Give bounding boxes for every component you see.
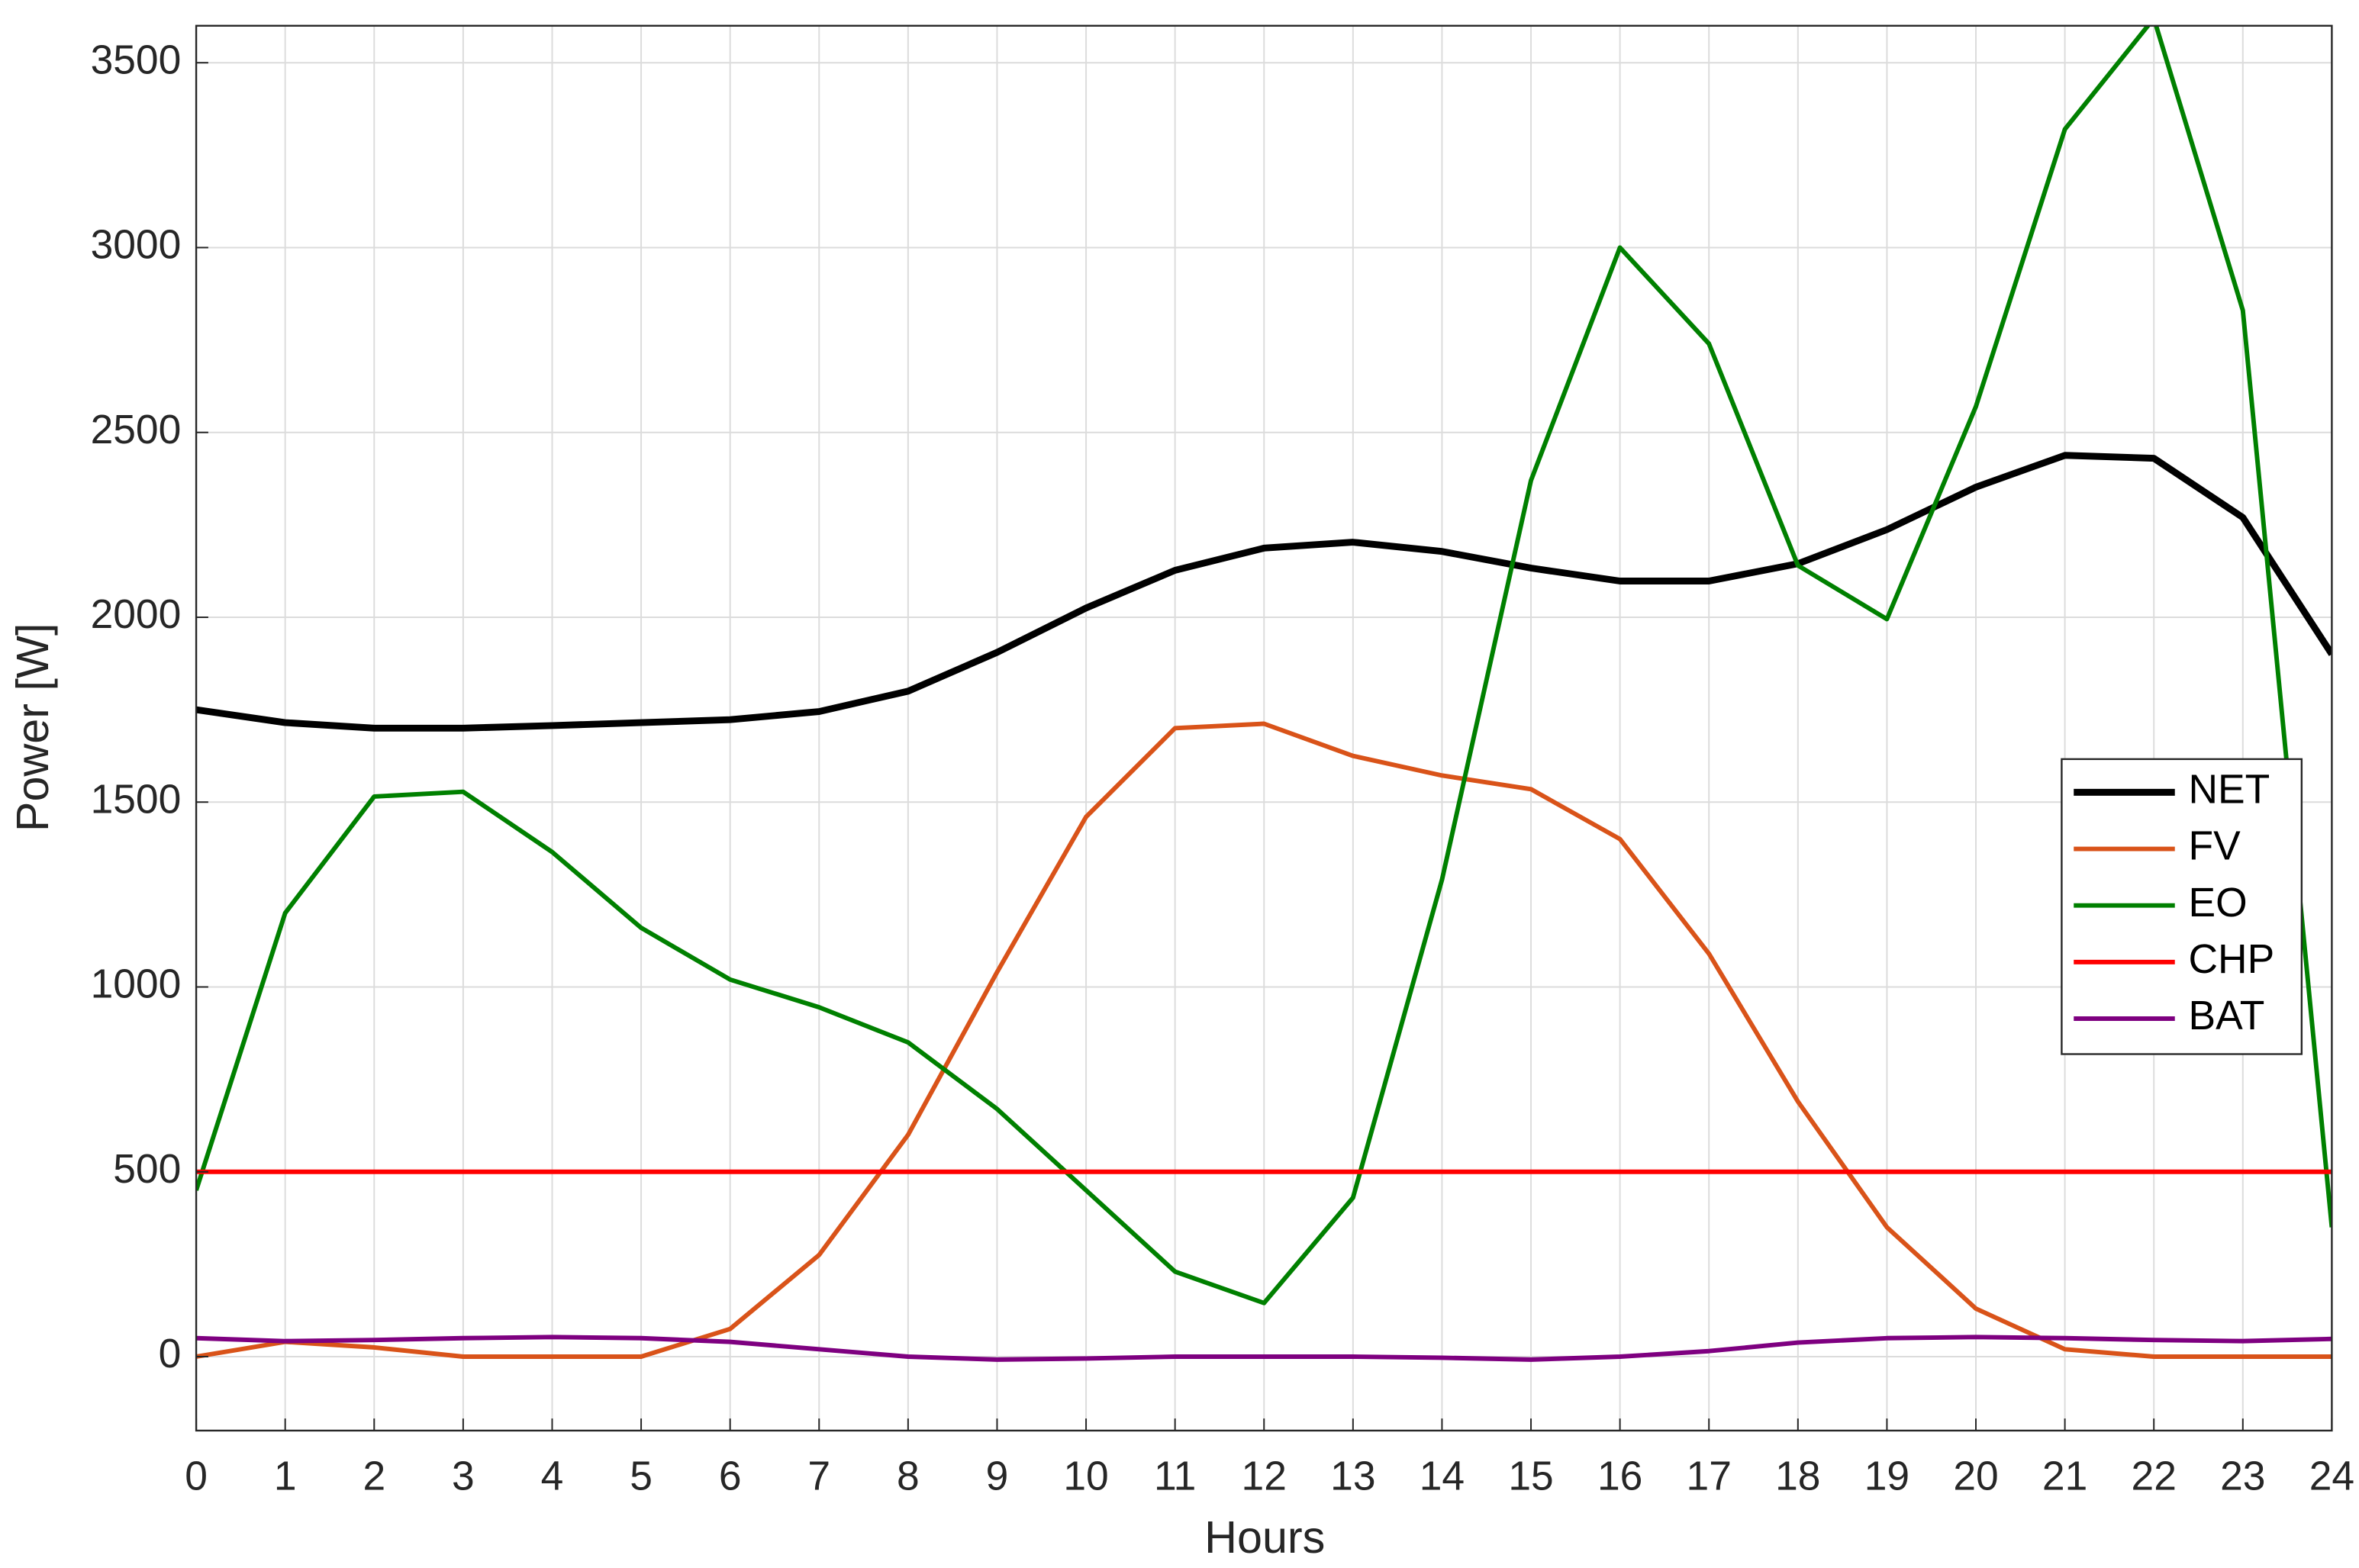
y-tick-label: 0 [159, 1331, 182, 1376]
x-tick-label: 19 [1864, 1454, 1909, 1499]
x-tick-label: 3 [452, 1454, 475, 1499]
x-tick-label: 20 [1953, 1454, 1998, 1499]
x-tick-label: 14 [1420, 1454, 1465, 1499]
y-tick-label: 1000 [91, 962, 182, 1007]
series-line [196, 452, 2332, 732]
legend-label: BAT [2189, 993, 2265, 1038]
legend-label: FV [2189, 824, 2241, 869]
x-tick-label: 4 [541, 1454, 564, 1499]
x-tick-label: 13 [1330, 1454, 1375, 1499]
x-tick-label: 2 [363, 1454, 385, 1499]
y-axis-label: Power [W] [7, 623, 58, 832]
series-line [196, 721, 2332, 1359]
legend: NET FV EO CHP BAT [2061, 758, 2303, 1055]
y-tick-label: 3000 [91, 223, 182, 268]
ticks: 0 1 2 3 4 5 6 7 8 9 10 11 12 13 14 15 16 17 18 19 20 21 22 23 24… [91, 37, 2355, 1499]
x-tick-label: 10 [1063, 1454, 1108, 1499]
x-tick-label: 18 [1775, 1454, 1820, 1499]
series-line [196, 1335, 2332, 1362]
x-tick-label: 6 [719, 1454, 742, 1499]
y-tick-label: 3500 [91, 37, 182, 82]
legend-label: EO [2189, 881, 2248, 926]
y-tick-label: 500 [113, 1147, 181, 1192]
x-tick-label: 15 [1508, 1454, 1553, 1499]
x-tick-label: 9 [986, 1454, 1009, 1499]
y-tick-label: 2000 [91, 592, 182, 637]
x-tick-label: 8 [897, 1454, 920, 1499]
legend-box [2061, 758, 2303, 1055]
x-tick-label: 1 [274, 1454, 297, 1499]
y-tick-label: 2500 [91, 407, 182, 452]
x-tick-label: 0 [185, 1454, 208, 1499]
x-tick-label: 22 [2132, 1454, 2177, 1499]
x-tick-label: 21 [2042, 1454, 2087, 1499]
x-axis-label: Hours [1204, 1512, 1325, 1563]
legend-label: NET [2189, 767, 2270, 812]
legend-label: CHP [2189, 937, 2275, 982]
x-tick-label: 5 [630, 1454, 653, 1499]
x-tick-label: 17 [1687, 1454, 1732, 1499]
series-line [196, 25, 2332, 1306]
x-tick-label: 16 [1597, 1454, 1642, 1499]
plot-lines [196, 25, 2332, 1362]
x-tick-label: 23 [2220, 1454, 2265, 1499]
x-tick-label: 11 [1154, 1454, 1196, 1499]
x-tick-label: 7 [807, 1454, 830, 1499]
x-tick-label: 12 [1242, 1454, 1287, 1499]
y-tick-label: 1500 [91, 777, 182, 822]
x-tick-label: 24 [2309, 1454, 2354, 1499]
